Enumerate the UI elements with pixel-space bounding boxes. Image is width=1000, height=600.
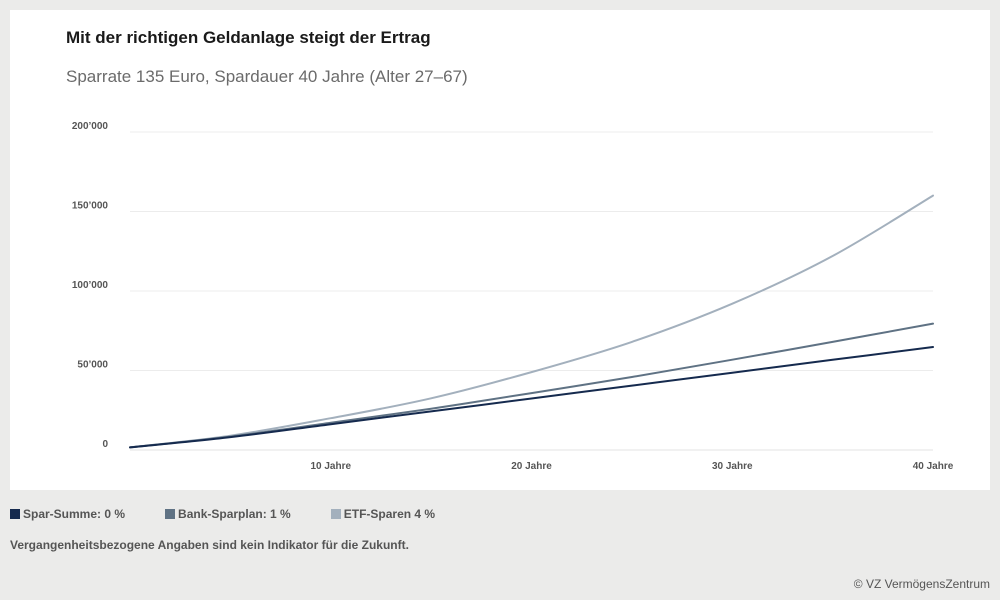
- x-axis-labels: 10 Jahre 20 Jahre 30 Jahre 40 Jahre: [310, 461, 953, 472]
- chart-card: Mit der richtigen Geldanlage steigt der …: [10, 10, 990, 490]
- disclaimer-note: Vergangenheitsbezogene Angaben sind kein…: [10, 538, 409, 552]
- legend-item-spar-summe: Spar-Summe: 0 %: [10, 507, 125, 521]
- chart-title: Mit der richtigen Geldanlage steigt der …: [66, 28, 431, 47]
- chart-subtitle: Sparrate 135 Euro, Spardauer 40 Jahre (A…: [66, 67, 468, 86]
- y-tick-label: 50’000: [77, 360, 108, 371]
- legend-label-etf-sparen: ETF-Sparen 4 %: [343, 507, 436, 521]
- series-line-bank-sparplan-1: [129, 322, 934, 449]
- legend-item-etf-sparen: ETF-Sparen 4 %: [330, 507, 436, 521]
- x-tick-label: 20 Jahre: [511, 461, 552, 472]
- legend-label-bank-sparplan: Bank-Sparplan: 1 %: [178, 507, 291, 521]
- y-tick-label: 100’000: [72, 280, 109, 291]
- line-chart: 0 50’000 100’000 150’000 200’000 10 Jahre 20 …: [72, 121, 954, 472]
- legend-swatch-etf-sparen: [330, 509, 341, 519]
- copyright-notice: © VZ VermögensZentrum: [853, 577, 990, 591]
- legend-item-bank-sparplan: Bank-Sparplan: 1 %: [165, 507, 291, 521]
- legend-swatch-spar-summe: [10, 509, 20, 519]
- legend-swatch-bank-sparplan: [165, 509, 176, 519]
- y-tick-label: 200’000: [72, 121, 109, 132]
- series-lines: [129, 194, 934, 449]
- x-tick-label: 30 Jahre: [712, 461, 753, 472]
- legend: Spar-Summe: 0 % Bank-Sparplan: 1 % ETF-S…: [10, 507, 475, 521]
- series-line-spar-summe-0: [129, 346, 934, 449]
- x-tick-label: 10 Jahre: [310, 461, 351, 472]
- y-axis-labels: 0 50’000 100’000 150’000 200’000: [72, 121, 109, 450]
- grid-lines: [130, 131, 933, 451]
- series-line-etf-sparen-4: [129, 194, 934, 449]
- legend-label-spar-summe: Spar-Summe: 0 %: [23, 507, 126, 521]
- y-tick-label: 0: [102, 439, 108, 450]
- x-tick-label: 40 Jahre: [913, 461, 954, 472]
- y-tick-label: 150’000: [72, 201, 109, 212]
